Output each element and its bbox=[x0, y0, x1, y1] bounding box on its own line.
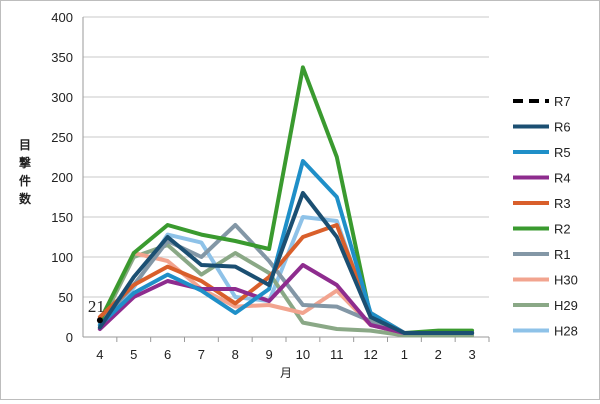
legend-item-r2: R2 bbox=[513, 222, 571, 237]
y-tick-label: 100 bbox=[51, 250, 73, 265]
legend-label: R2 bbox=[554, 222, 571, 237]
legend-label: R6 bbox=[554, 120, 571, 135]
x-tick-labels: 4 5 6 7 8 9 10 11 12 1 2 3 bbox=[96, 347, 475, 362]
y-axis-label-char: 件 bbox=[19, 173, 31, 188]
series-lines bbox=[96, 65, 475, 338]
x-tick-label: 10 bbox=[296, 347, 310, 362]
x-tick-label: 11 bbox=[330, 347, 344, 362]
legend-label: R7 bbox=[554, 94, 571, 109]
y-tick-label: 300 bbox=[51, 90, 73, 105]
y-axis-label-char: 数 bbox=[19, 191, 32, 206]
y-axis-label-char: 撃 bbox=[19, 155, 31, 170]
annotation-label: 21 bbox=[88, 297, 105, 316]
x-tick-label: 7 bbox=[198, 347, 205, 362]
legend-item-h28: H28 bbox=[513, 324, 578, 339]
legend-item-h30: H30 bbox=[513, 273, 578, 288]
y-tick-label: 150 bbox=[51, 210, 73, 225]
series-point-r7 bbox=[96, 317, 103, 324]
legend-label: H28 bbox=[554, 324, 578, 339]
x-tick-label: 4 bbox=[96, 347, 103, 362]
series-line-r6 bbox=[97, 191, 475, 335]
x-tick-label: 2 bbox=[435, 347, 442, 362]
legend-label: R5 bbox=[554, 145, 571, 160]
legend-label: R4 bbox=[554, 171, 571, 186]
legend-item-r3: R3 bbox=[513, 196, 571, 211]
legend-item-r6: R6 bbox=[513, 120, 571, 135]
series-line-r2 bbox=[97, 65, 475, 335]
legend-item-r4: R4 bbox=[513, 171, 571, 186]
x-tick-label: 5 bbox=[130, 347, 137, 362]
legend-item-r5: R5 bbox=[513, 145, 571, 160]
legend-item-r7: R7 bbox=[513, 94, 571, 109]
y-tick-label: 200 bbox=[51, 170, 73, 185]
y-tick-label: 400 bbox=[51, 10, 73, 25]
legend-label: H29 bbox=[554, 298, 578, 313]
x-tick-label: 9 bbox=[265, 347, 272, 362]
legend-label: R1 bbox=[554, 247, 571, 262]
legend: R7 R6 R5 R4 R3 R2 R1 H30 H29 H28 bbox=[513, 94, 578, 339]
x-tick-label: 3 bbox=[468, 347, 475, 362]
y-axis-label-char: 目 bbox=[19, 138, 31, 152]
y-tick-label: 350 bbox=[51, 50, 73, 65]
y-tick-label: 250 bbox=[51, 130, 73, 145]
x-tick-label: 6 bbox=[164, 347, 171, 362]
y-tick-labels: 0 50 100 150 200 250 300 350 400 bbox=[51, 10, 73, 345]
legend-label: H30 bbox=[554, 273, 578, 288]
x-tick-label: 1 bbox=[401, 347, 408, 362]
series-line-h30 bbox=[97, 251, 475, 335]
legend-item-h29: H29 bbox=[513, 298, 578, 313]
x-tick-label: 12 bbox=[363, 347, 377, 362]
x-axis-label: 月 bbox=[280, 366, 292, 380]
legend-item-r1: R1 bbox=[513, 247, 571, 262]
legend-label: R3 bbox=[554, 196, 571, 211]
y-tick-label: 0 bbox=[66, 330, 73, 345]
x-tick-label: 8 bbox=[232, 347, 239, 362]
y-tick-label: 50 bbox=[59, 290, 73, 305]
